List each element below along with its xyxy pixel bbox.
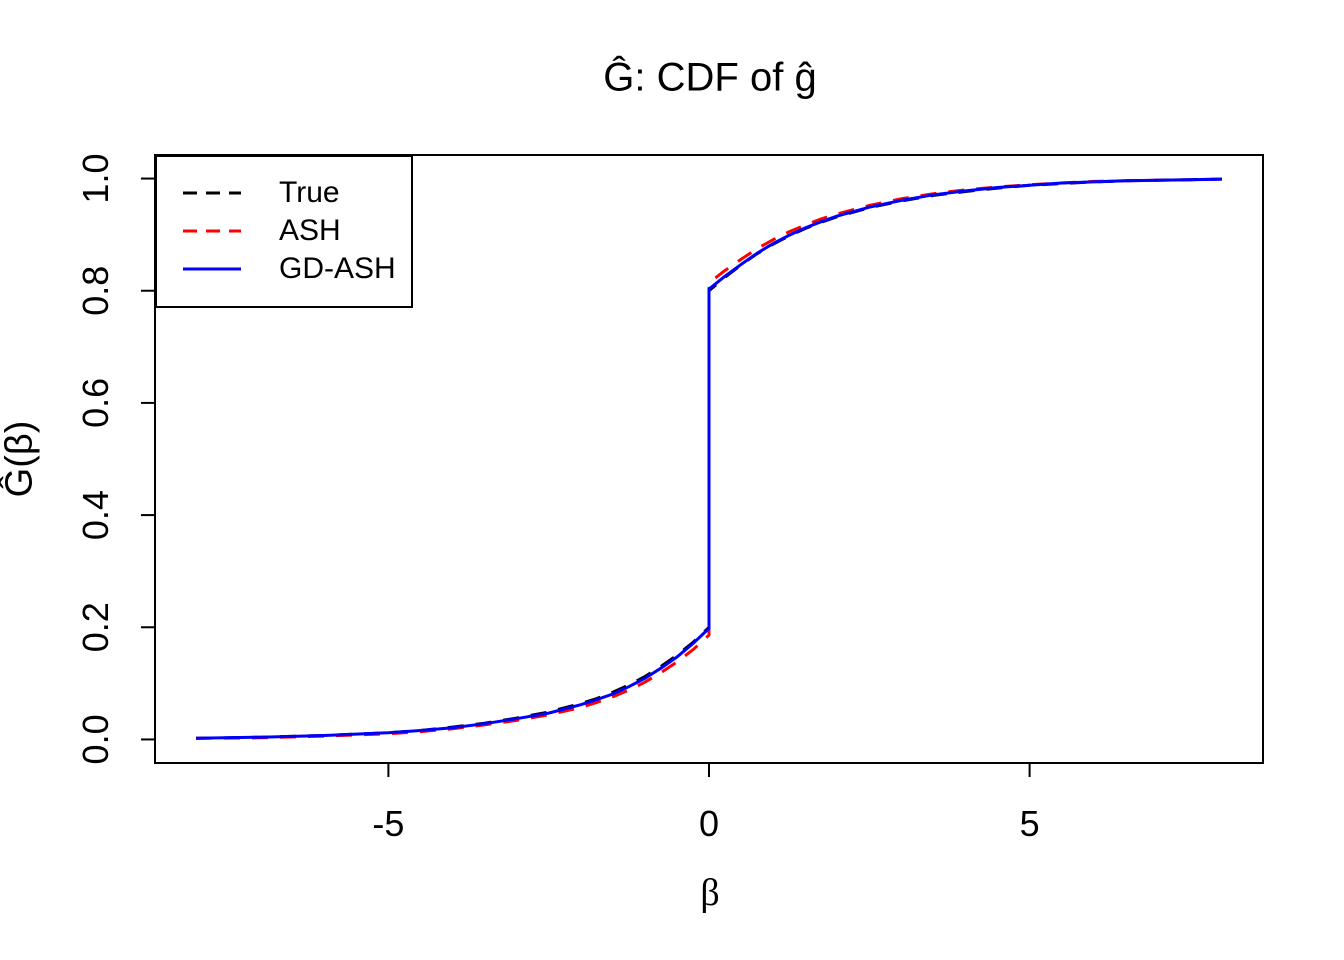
y-tick-label: 0.8	[75, 266, 116, 316]
legend-line-sample-true	[183, 191, 241, 195]
y-axis-label: Ĝ(β)	[0, 420, 41, 498]
y-tick-label: 0.4	[75, 490, 116, 540]
x-tick-label: -5	[372, 803, 404, 844]
legend-item-gd-ash: GD-ASH	[183, 250, 411, 288]
y-tick-label: 1.0	[75, 154, 116, 204]
y-tick-label: 0.0	[75, 714, 116, 764]
y-tick-label: 0.2	[75, 602, 116, 652]
legend-item-ash: ASH	[183, 212, 411, 250]
legend-label-gd-ash: GD-ASH	[279, 252, 396, 285]
y-tick-label: 0.6	[75, 378, 116, 428]
x-axis-label: β	[700, 872, 720, 914]
series-line-gd-ash	[195, 177, 1223, 740]
x-tick-label: 5	[1020, 803, 1040, 844]
legend-label-ash: ASH	[279, 214, 341, 247]
chart-title: Ĝ: CDF of ĝ	[603, 55, 817, 100]
legend-item-true: True	[183, 174, 411, 212]
x-tick-label: 0	[699, 803, 719, 844]
legend-line-sample-ash	[183, 229, 241, 233]
legend-line-sample-gd-ash	[183, 267, 241, 271]
legend: True ASH GD-ASH	[155, 155, 413, 308]
legend-label-true: True	[279, 176, 340, 209]
